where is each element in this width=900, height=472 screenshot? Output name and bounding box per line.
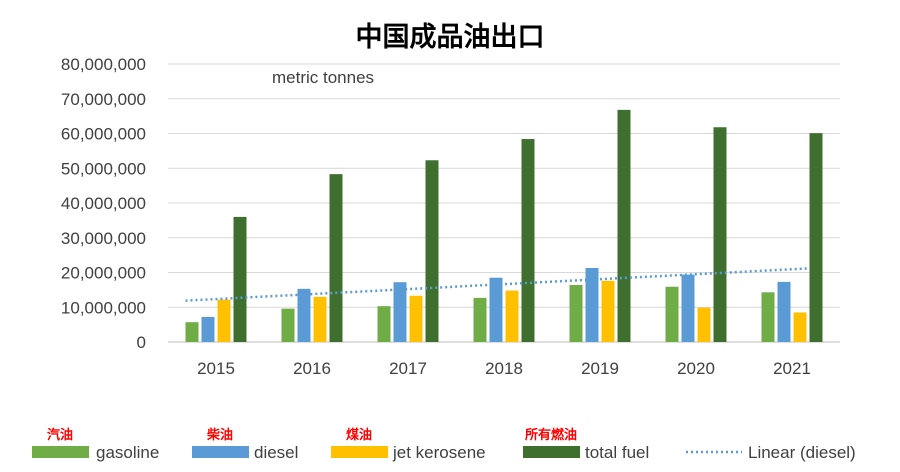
x-tick-label: 2020 [677,359,715,378]
legend-label: total fuel [585,443,649,462]
legend-label: Linear (diesel) [748,443,856,462]
y-tick-label: 50,000,000 [61,159,146,178]
x-tick-label: 2019 [581,359,619,378]
y-tick-label: 0 [137,333,146,352]
bars [185,109,823,343]
legend-cn-label: 汽油 [47,427,73,443]
bar-total-fuel-2021 [809,133,823,342]
legend-label: diesel [254,443,298,462]
gridlines [168,63,840,343]
x-tick-label: 2017 [389,359,427,378]
legend-swatch-total-fuel [523,446,580,458]
bar-diesel-2021 [777,281,791,342]
bar-gasoline-2020 [665,286,679,342]
y-tick-label: 70,000,000 [61,90,146,109]
bar-jet-kerosene-2020 [697,307,711,342]
legend-swatch-gasoline [32,446,89,458]
bar-jet-kerosene-2016 [313,296,327,342]
y-tick-label: 30,000,000 [61,229,146,248]
legend-swatch-diesel [192,446,249,458]
bar-total-fuel-2020 [713,127,727,343]
bar-total-fuel-2015 [233,216,247,342]
bar-jet-kerosene-2015 [217,299,231,342]
bar-jet-kerosene-2021 [793,312,807,342]
legend: gasoline 汽油 diesel 柴油 jet kerosene 煤油 total fu… [32,427,856,462]
x-tick-label: 2018 [485,359,523,378]
bar-gasoline-2017 [377,306,391,342]
y-tick-label: 60,000,000 [61,125,146,144]
bar-jet-kerosene-2018 [505,290,519,342]
bar-total-fuel-2019 [617,109,631,343]
legend-cn-label: 煤油 [346,427,372,443]
legend-cn-label: 所有燃油 [525,427,577,443]
x-axis-ticks: 2015 2016 2017 2018 2019 2020 2021 [197,359,811,378]
legend-label: jet kerosene [392,443,486,462]
trendline-linear-diesel [185,267,810,302]
y-tick-label: 80,000,000 [61,55,146,74]
bar-gasoline-2016 [281,308,295,342]
x-tick-label: 2021 [773,359,811,378]
unit-note: metric tonnes [272,68,374,87]
bar-diesel-2019 [585,267,599,342]
legend-swatch-jet-kerosene [331,446,388,458]
bar-total-fuel-2018 [521,139,535,342]
bar-jet-kerosene-2017 [409,295,423,342]
bar-gasoline-2018 [473,297,487,342]
y-tick-label: 40,000,000 [61,194,146,213]
y-tick-label: 10,000,000 [61,298,146,317]
bar-jet-kerosene-2019 [601,280,615,342]
x-tick-label: 2015 [197,359,235,378]
bar-gasoline-2015 [185,322,199,342]
bar-diesel-2018 [489,277,503,342]
bar-diesel-2017 [393,282,407,342]
chart-title: 中国成品油出口 [356,22,545,53]
bar-diesel-2015 [201,316,215,342]
x-tick-label: 2016 [293,359,331,378]
bar-diesel-2016 [297,288,311,342]
bar-total-fuel-2016 [329,174,343,342]
bar-gasoline-2021 [761,292,775,342]
bar-total-fuel-2017 [425,160,439,342]
legend-label: gasoline [96,443,159,462]
y-axis-ticks: 0 10,000,000 20,000,000 30,000,000 40,000,00… [61,55,146,352]
trendline-layer [185,267,810,302]
bar-gasoline-2019 [569,285,583,342]
legend-cn-label: 柴油 [206,427,233,443]
y-tick-label: 20,000,000 [61,264,146,283]
bar-diesel-2020 [681,274,695,342]
